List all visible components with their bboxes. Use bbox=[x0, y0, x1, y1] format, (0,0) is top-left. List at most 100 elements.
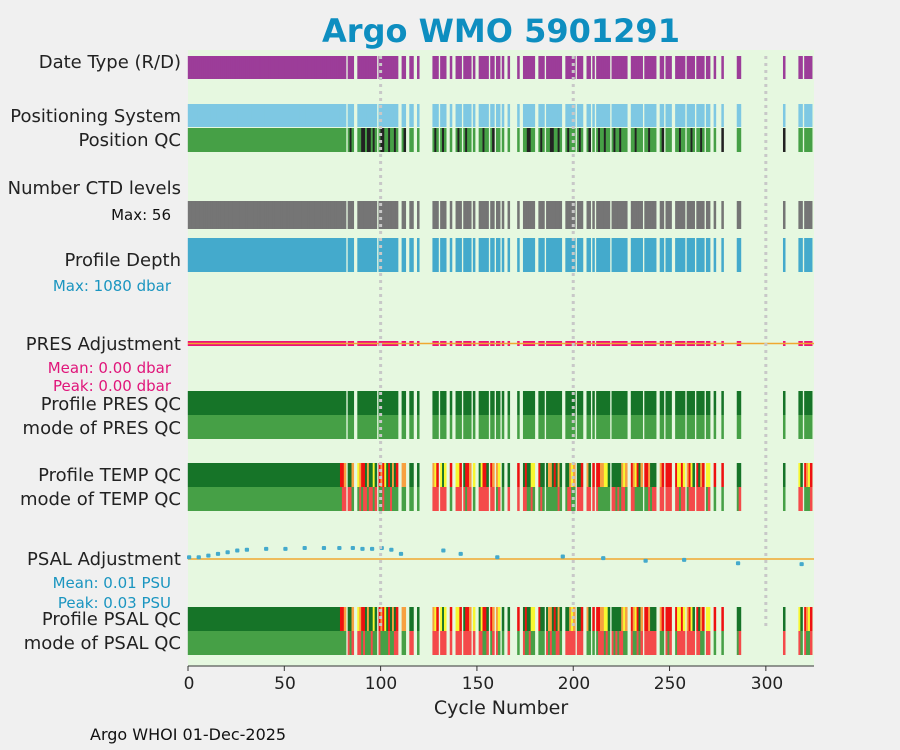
profile-pres-qc-bar bbox=[486, 391, 489, 415]
profile-temp-qc-bar bbox=[359, 463, 362, 487]
profile-depth-bar bbox=[605, 238, 609, 272]
positioning-bar bbox=[736, 104, 740, 127]
mode-temp-qc-bar bbox=[669, 487, 672, 511]
date-type-bar bbox=[598, 56, 601, 79]
mode-psal-qc-bar bbox=[368, 631, 372, 655]
positioning-bar bbox=[615, 104, 618, 127]
ctd-levels-bar bbox=[613, 201, 617, 229]
profile-pres-qc-bar bbox=[607, 391, 611, 415]
position-qc-bar bbox=[547, 128, 551, 152]
mode-psal-qc-bar bbox=[193, 631, 197, 655]
date-type-bar bbox=[224, 56, 227, 79]
ctd-levels-bar bbox=[384, 201, 387, 229]
profile-temp-qc-bar bbox=[598, 463, 601, 487]
profile-pres-qc-bar bbox=[611, 391, 615, 415]
profile-depth-bar bbox=[193, 238, 197, 272]
mode-psal-qc-bar bbox=[307, 631, 310, 655]
mode-psal-qc-bar bbox=[311, 631, 314, 655]
profile-temp-qc-bar bbox=[459, 463, 462, 487]
profile-depth-bar bbox=[546, 238, 549, 272]
positioning-bar bbox=[370, 104, 374, 127]
psal-adjustment-mark bbox=[389, 547, 394, 552]
ctd-levels-bar bbox=[284, 201, 287, 229]
profile-psal-qc-bar bbox=[492, 607, 495, 631]
ctd-levels-bar bbox=[800, 201, 803, 229]
date-type-bar bbox=[366, 56, 370, 79]
profile-psal-qc-bar bbox=[678, 607, 682, 631]
position-qc-bar bbox=[680, 128, 684, 152]
profile-depth-bar bbox=[268, 238, 272, 272]
date-type-bar bbox=[187, 56, 191, 79]
mode-psal-qc-bar bbox=[201, 631, 204, 655]
mode-temp-qc-bar bbox=[680, 487, 684, 511]
mode-pres-qc-bar bbox=[286, 415, 289, 439]
positioning-bar bbox=[259, 104, 262, 127]
mode-pres-qc-bar bbox=[318, 415, 322, 439]
mode-pres-qc-bar bbox=[463, 415, 466, 439]
profile-psal-qc-bar bbox=[390, 607, 393, 631]
profile-psal-qc-bar bbox=[226, 607, 229, 631]
position-qc-bar bbox=[320, 128, 324, 152]
profile-pres-qc-bar bbox=[212, 391, 216, 415]
mode-psal-qc-bar bbox=[661, 631, 665, 655]
mode-pres-qc-bar bbox=[613, 415, 617, 439]
position-qc-bar bbox=[646, 128, 649, 152]
ctd-levels-bar bbox=[262, 201, 266, 229]
position-qc-bar bbox=[640, 128, 643, 152]
date-type-bar bbox=[203, 56, 206, 79]
profile-psal-qc-bar bbox=[278, 607, 281, 631]
ctd-levels-bar bbox=[707, 201, 711, 229]
position-qc-bar bbox=[297, 128, 301, 152]
profile-psal-qc-bar bbox=[607, 607, 611, 631]
mode-psal-qc-bar bbox=[309, 631, 312, 655]
profile-temp-qc-bar bbox=[648, 463, 651, 487]
psal-adjustment-mark bbox=[215, 551, 221, 556]
position-qc-bar bbox=[214, 128, 218, 152]
mode-pres-qc-bar bbox=[640, 415, 643, 439]
mode-psal-qc-bar bbox=[328, 631, 331, 655]
profile-depth-bar bbox=[698, 238, 701, 272]
mode-psal-qc-bar bbox=[480, 631, 484, 655]
ctd-levels-bar bbox=[682, 201, 686, 229]
profile-depth-bar bbox=[220, 238, 224, 272]
positioning-bar bbox=[324, 104, 328, 127]
profile-psal-qc-bar bbox=[463, 607, 466, 631]
position-qc-bar bbox=[268, 128, 272, 152]
profile-temp-qc-bar bbox=[297, 463, 301, 487]
positioning-bar bbox=[307, 104, 310, 127]
mode-psal-qc-bar bbox=[542, 631, 545, 655]
mode-temp-qc-bar bbox=[228, 487, 231, 511]
mode-temp-qc-bar bbox=[598, 487, 601, 511]
ctd-levels-bar bbox=[713, 201, 717, 229]
positioning-bar bbox=[243, 104, 247, 127]
ctd-levels-bar bbox=[472, 201, 476, 229]
profile-temp-qc-bar bbox=[615, 463, 618, 487]
profile-temp-qc-bar bbox=[705, 463, 709, 487]
profile-pres-qc-bar bbox=[239, 391, 243, 415]
profile-depth-bar bbox=[436, 238, 439, 272]
profile-depth-bar bbox=[272, 238, 276, 272]
date-type-bar bbox=[305, 56, 308, 79]
profile-temp-qc-bar bbox=[436, 463, 439, 487]
ctd-levels-bar bbox=[465, 201, 468, 229]
positioning-bar bbox=[596, 104, 599, 127]
profile-psal-qc-bar bbox=[210, 607, 214, 631]
mode-temp-qc-bar bbox=[492, 487, 495, 511]
position-qc-bar bbox=[301, 128, 304, 152]
position-qc-bar bbox=[808, 128, 811, 152]
profile-depth-bar bbox=[650, 238, 653, 272]
profile-psal-qc-bar bbox=[228, 607, 231, 631]
profile-depth-bar bbox=[588, 238, 591, 272]
profile-temp-qc-bar bbox=[320, 463, 324, 487]
psal-adjustment-mark bbox=[560, 554, 565, 559]
mode-temp-qc-bar bbox=[625, 487, 628, 511]
psal-adjustment-mark bbox=[337, 546, 342, 550]
profile-psal-qc-bar bbox=[696, 607, 699, 631]
profile-pres-qc-bar bbox=[228, 391, 231, 415]
positioning-bar bbox=[700, 104, 703, 127]
ctd-levels-bar bbox=[311, 201, 314, 229]
mode-pres-qc-bar bbox=[436, 415, 439, 439]
position-qc-bar bbox=[226, 128, 229, 152]
mode-pres-qc-bar bbox=[226, 415, 229, 439]
profile-depth-bar bbox=[239, 238, 243, 272]
